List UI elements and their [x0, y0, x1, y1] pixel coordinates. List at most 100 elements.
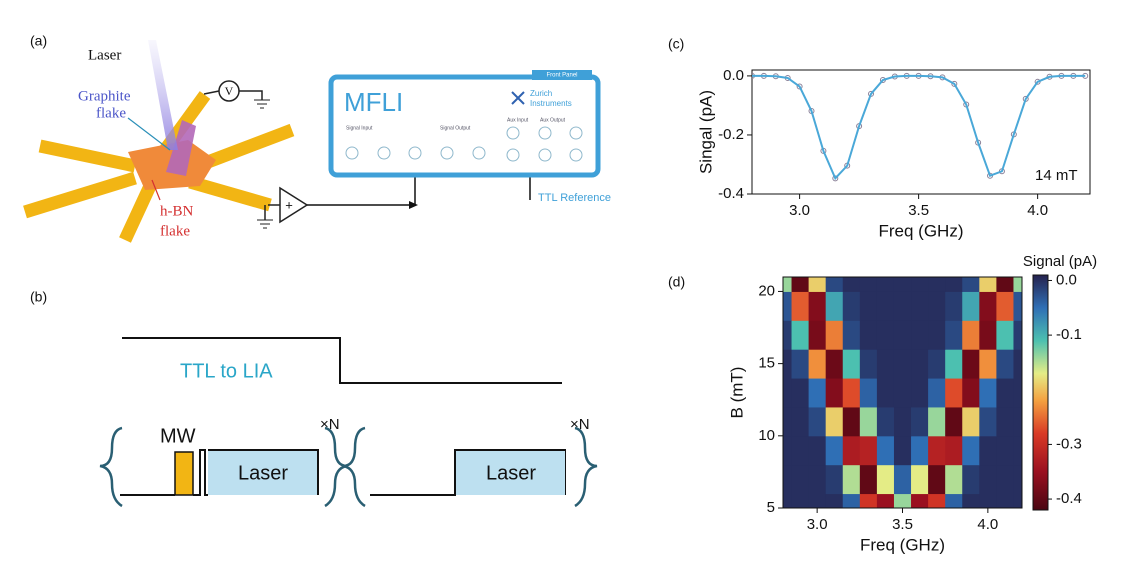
heat-cell — [1013, 291, 1022, 321]
label: Laser — [486, 462, 536, 484]
heat-cell — [825, 320, 844, 350]
heat-cell — [979, 291, 997, 321]
pulse-sequence — [99, 337, 598, 508]
heat-cell — [893, 291, 912, 321]
heat-cell — [859, 464, 878, 495]
heat-cell — [945, 277, 963, 292]
y-tick-label: -0.2 — [718, 126, 744, 143]
x-tick-label: 4.0 — [977, 516, 998, 533]
heat-cell — [962, 320, 980, 350]
heat-cell — [962, 349, 980, 379]
label: Signal Output — [440, 125, 471, 131]
heat-cell — [791, 435, 810, 466]
label: + — [285, 197, 293, 212]
plot-area — [783, 277, 1022, 508]
heat-cell — [842, 277, 861, 292]
heat-cell — [945, 493, 963, 508]
heat-cell — [911, 406, 929, 437]
label: Graphite — [78, 88, 131, 104]
y-tick-label: -0.4 — [718, 185, 744, 202]
colorbar-tick-label: -0.3 — [1056, 435, 1082, 452]
heat-cell — [893, 320, 912, 350]
heat-cell — [842, 291, 861, 321]
heat-cell — [996, 277, 1014, 292]
heat-cell — [996, 320, 1014, 350]
heat-cell — [928, 464, 946, 495]
heat-cell — [979, 435, 997, 466]
heat-cell — [979, 493, 997, 508]
x-axis-label: Freq (GHz) — [879, 221, 964, 240]
data-point — [796, 83, 803, 90]
heat-cell — [791, 406, 810, 437]
heat-cell — [859, 378, 878, 408]
x-tick-label: 4.0 — [1027, 202, 1048, 219]
heat-cell — [979, 464, 997, 495]
label: Laser — [238, 462, 288, 484]
label: ×N — [320, 416, 340, 433]
heat-cell — [996, 435, 1014, 466]
heat-cell — [928, 435, 946, 466]
heat-cell — [911, 464, 929, 495]
heat-cell — [945, 435, 963, 466]
annotation: 14 mT — [1035, 167, 1078, 184]
heat-cell — [979, 349, 997, 379]
heat-cell — [783, 291, 793, 321]
panel-label: (d) — [668, 274, 685, 290]
heat-cell — [791, 493, 810, 508]
heat-cell — [825, 277, 844, 292]
heat-cell — [945, 464, 963, 495]
plot-frame — [782, 276, 1023, 509]
heat-cell — [928, 277, 946, 292]
heat-cell — [893, 406, 912, 437]
label: MFLI — [344, 87, 403, 117]
heat-cell — [783, 435, 793, 466]
heat-cell — [783, 493, 793, 508]
heat-cell — [808, 406, 827, 437]
heat-cell — [859, 320, 878, 350]
x-tick-label: 3.5 — [892, 516, 913, 533]
heat-cell — [876, 493, 895, 508]
panel-label: (b) — [30, 289, 47, 305]
heat-cell — [783, 277, 793, 292]
heat-cell — [962, 277, 980, 292]
heat-cell — [859, 493, 878, 508]
heat-cell — [911, 435, 929, 466]
colorbar-tick-label: 0.0 — [1056, 271, 1077, 288]
y-tick-label: 15 — [758, 355, 775, 372]
label: V — [225, 84, 234, 98]
data-line — [752, 74, 1086, 181]
label: flake — [96, 105, 126, 121]
heat-cell — [859, 435, 878, 466]
heat-cell — [928, 493, 946, 508]
heat-cell — [859, 291, 878, 321]
heat-cell — [893, 493, 912, 508]
label: TTL to LIA — [180, 360, 273, 382]
heat-cell — [928, 378, 946, 408]
heat-cell — [825, 435, 844, 466]
heat-cell — [979, 320, 997, 350]
heat-cell — [808, 435, 827, 466]
heat-cell — [893, 349, 912, 379]
plot-area — [752, 72, 1089, 182]
heat-cell — [808, 378, 827, 408]
heat-cell — [842, 349, 861, 379]
label: Signal Input — [346, 125, 373, 131]
label: Front Panel — [546, 73, 577, 79]
heat-cell — [825, 493, 844, 508]
heat-cell — [945, 320, 963, 350]
colorbar-tick-label: -0.4 — [1056, 490, 1082, 507]
heat-cell — [791, 291, 810, 321]
panel-label: (c) — [668, 36, 684, 52]
x-axis-label: Freq (GHz) — [860, 535, 945, 554]
heat-cell — [996, 291, 1014, 321]
heat-cell — [928, 320, 946, 350]
heat-cell — [893, 378, 912, 408]
heat-cell — [893, 464, 912, 495]
heat-cell — [911, 493, 929, 508]
heat-cell — [842, 493, 861, 508]
y-axis-label: Singal (pA) — [696, 90, 715, 174]
heat-cell — [783, 464, 793, 495]
heat-cell — [996, 349, 1014, 379]
heat-cell — [996, 464, 1014, 495]
